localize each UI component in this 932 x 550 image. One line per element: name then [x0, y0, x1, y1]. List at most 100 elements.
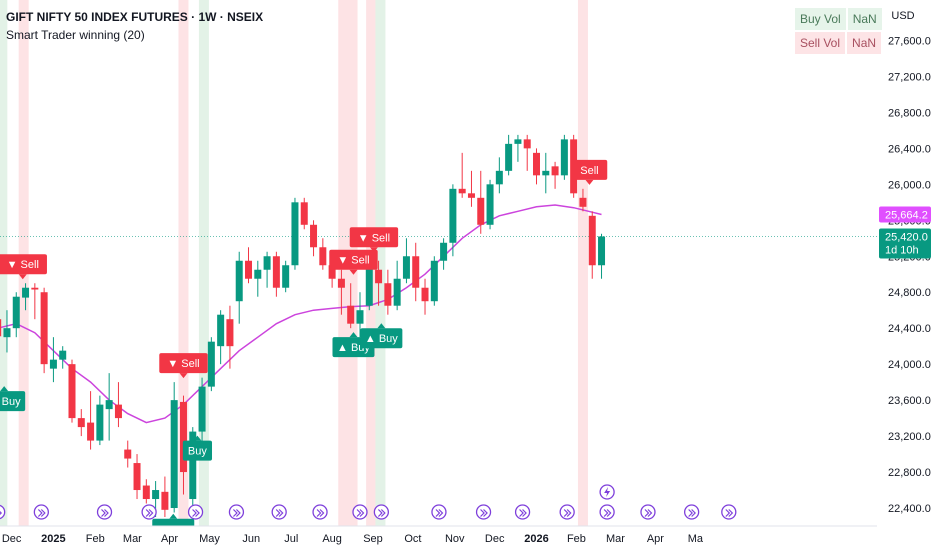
signal-sell-6[interactable]: ▼ Sell — [349, 227, 399, 253]
event-icon-6[interactable] — [271, 504, 287, 520]
candle-4[interactable] — [31, 283, 39, 320]
candle-body — [375, 269, 383, 284]
candle-56[interactable] — [514, 134, 522, 162]
candle-32[interactable] — [291, 197, 299, 270]
signal-buy-4[interactable]: Buy — [182, 435, 213, 461]
price-tag-last: 25,420.01d 10h — [879, 228, 931, 259]
candle-27[interactable] — [245, 247, 253, 284]
candle-43[interactable] — [393, 260, 401, 311]
event-icon-14[interactable] — [599, 504, 615, 520]
candle-33[interactable] — [300, 197, 308, 230]
candle-51[interactable] — [467, 170, 475, 207]
candle-11[interactable] — [96, 395, 104, 446]
candle-45[interactable] — [412, 242, 420, 302]
candle-37[interactable] — [337, 269, 345, 315]
candle-60[interactable] — [551, 161, 559, 189]
candle-48[interactable] — [440, 238, 448, 270]
lightning-icon[interactable] — [599, 484, 615, 500]
signal-sell-2[interactable]: ▼ Sell — [159, 353, 208, 379]
event-arrow-icon — [377, 509, 386, 517]
currency-button[interactable]: USD — [891, 10, 915, 22]
candle-57[interactable] — [523, 134, 531, 171]
candle-5[interactable] — [40, 287, 48, 374]
candle-8[interactable] — [68, 359, 76, 423]
candle-30[interactable] — [272, 251, 280, 297]
indicator-name[interactable]: Smart Trader winning (20) — [6, 28, 145, 42]
candle-13[interactable] — [114, 382, 122, 428]
candle-7[interactable] — [59, 346, 67, 369]
candle-35[interactable] — [319, 238, 327, 270]
candle-31[interactable] — [282, 260, 290, 293]
candle-65[interactable] — [598, 233, 606, 279]
candle-16[interactable] — [142, 479, 150, 504]
signal-sell-0[interactable]: ▼ Sell — [0, 254, 47, 280]
event-icon-16[interactable] — [683, 504, 700, 520]
event-icon-2[interactable] — [96, 504, 113, 520]
event-icon-17[interactable] — [721, 504, 737, 520]
signal-sell-9[interactable]: Sell — [571, 159, 608, 185]
candle-1[interactable] — [3, 310, 11, 353]
event-icon-12[interactable] — [514, 504, 531, 520]
signal-sell-5[interactable]: ▼ Sell — [329, 249, 378, 275]
candle-52[interactable] — [477, 170, 485, 234]
candle-47[interactable] — [430, 256, 438, 306]
candle-10[interactable] — [87, 391, 95, 450]
candle-25[interactable] — [226, 305, 234, 369]
candle-49[interactable] — [449, 184, 457, 257]
event-icon-0[interactable] — [0, 504, 6, 520]
event-icon-3[interactable] — [141, 504, 157, 520]
candle-19[interactable] — [170, 382, 178, 513]
candle-26[interactable] — [235, 251, 243, 324]
price-axis[interactable]: 22,400.0 22,800.0 23,200.0 23,600.0 24,000.0… — [877, 0, 932, 550]
candle-34[interactable] — [310, 220, 318, 257]
candle-61[interactable] — [560, 134, 568, 180]
candle-41[interactable] — [375, 260, 383, 306]
candle-9[interactable] — [77, 409, 85, 437]
event-arrow-icon — [192, 509, 200, 517]
event-icon-15[interactable] — [640, 504, 656, 520]
candle-53[interactable] — [486, 179, 494, 230]
candle-24[interactable] — [217, 310, 225, 365]
candle-28[interactable] — [254, 260, 262, 297]
candle-39[interactable] — [356, 292, 364, 338]
candle-22[interactable] — [198, 377, 206, 446]
candle-6[interactable] — [49, 337, 57, 383]
candle-18[interactable] — [161, 476, 169, 518]
event-icon-10[interactable] — [431, 504, 447, 520]
candle-12[interactable] — [105, 373, 113, 441]
band-sell-8 — [577, 0, 588, 526]
candle-58[interactable] — [533, 148, 540, 185]
candle-0[interactable] — [0, 292, 2, 341]
candle-3[interactable] — [22, 283, 30, 311]
event-icon-9[interactable] — [373, 504, 390, 520]
candle-54[interactable] — [495, 157, 503, 194]
candle-46[interactable] — [421, 278, 429, 315]
candle-64[interactable] — [588, 211, 596, 279]
candle-42[interactable] — [384, 269, 392, 315]
candle-59[interactable] — [542, 152, 550, 194]
event-icon-4[interactable] — [187, 504, 204, 520]
time-tick-label: Jun — [242, 533, 260, 545]
candle-29[interactable] — [263, 251, 271, 288]
candle-38[interactable] — [347, 283, 355, 329]
candle-15[interactable] — [133, 454, 141, 500]
candle-50[interactable] — [458, 152, 466, 198]
event-arrow-icon — [644, 509, 653, 517]
signal-buy-8[interactable]: ▲ Buy — [360, 323, 403, 349]
event-icon-11[interactable] — [475, 504, 492, 520]
candle-55[interactable] — [505, 134, 513, 176]
candle-2[interactable] — [12, 292, 20, 338]
event-icon-1[interactable] — [33, 504, 49, 520]
candle-44[interactable] — [402, 238, 410, 284]
candle-14[interactable] — [124, 440, 132, 468]
candle-23[interactable] — [207, 337, 215, 392]
candle-63[interactable] — [579, 188, 587, 212]
event-icon-8[interactable] — [352, 504, 368, 520]
signal-buy-1[interactable]: ▲ Buy — [0, 386, 26, 412]
time-axis[interactable]: Dec 2025 Feb Mar Apr May Jun Jul Aug Sep Oct Nov Dec… — [0, 525, 877, 550]
event-icon-7[interactable] — [312, 504, 328, 520]
event-icon-5[interactable] — [228, 504, 245, 520]
event-icon-13[interactable] — [559, 504, 575, 520]
candle-body — [523, 139, 531, 149]
